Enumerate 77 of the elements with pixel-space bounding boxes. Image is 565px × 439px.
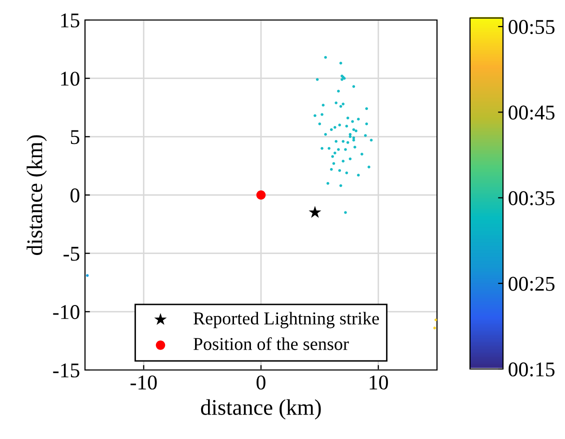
y-tick-label: 10 <box>61 72 80 86</box>
point <box>320 113 324 116</box>
point <box>318 122 322 126</box>
color-bar-label: 00:25 <box>508 276 554 291</box>
point <box>332 162 336 165</box>
y-tick-label: 15 <box>61 13 80 28</box>
point <box>348 132 352 136</box>
point <box>334 126 336 129</box>
point <box>339 104 342 108</box>
point <box>434 318 437 322</box>
point <box>351 120 354 123</box>
color-bar-label: 00:55 <box>508 20 554 34</box>
point <box>354 129 358 132</box>
x-tick-label: 10 <box>370 375 388 390</box>
point <box>348 157 352 160</box>
point <box>352 136 356 140</box>
color-bar-label: 00:45 <box>508 106 554 120</box>
point <box>338 124 342 126</box>
point <box>331 155 334 158</box>
point <box>356 118 360 121</box>
point <box>344 148 347 151</box>
x-tick-label: -10 <box>130 375 157 390</box>
point <box>353 146 356 149</box>
point <box>352 85 356 88</box>
color-bar-label: 00:35 <box>508 191 554 206</box>
y-tick-label: 0 <box>70 188 80 202</box>
point <box>345 171 348 174</box>
point <box>346 141 350 144</box>
point <box>342 140 345 143</box>
point <box>324 132 327 136</box>
y-tick-label: -5 <box>64 246 80 261</box>
y-axis-title: distance (km) <box>26 135 47 255</box>
point <box>328 146 330 150</box>
x-tick-label: 0 <box>256 375 266 390</box>
point <box>345 124 348 128</box>
point <box>314 114 316 118</box>
point <box>316 78 319 81</box>
point <box>344 211 347 214</box>
point <box>342 160 345 163</box>
point <box>352 128 356 132</box>
color-bar-label: 00:15 <box>508 362 554 377</box>
point <box>256 190 266 200</box>
point <box>342 102 345 106</box>
y-tick-label: 5 <box>70 130 80 144</box>
point <box>356 174 360 177</box>
point <box>339 184 342 188</box>
point <box>433 326 436 330</box>
point <box>308 206 322 218</box>
point <box>330 128 333 132</box>
point <box>360 152 364 156</box>
point <box>340 78 344 81</box>
point <box>320 146 324 150</box>
point <box>326 182 330 185</box>
y-tick-label: -15 <box>53 363 80 378</box>
point <box>339 62 342 65</box>
point <box>338 169 342 172</box>
point <box>324 56 327 59</box>
y-tick-label: -10 <box>53 305 80 320</box>
point <box>337 148 340 151</box>
point <box>334 140 338 143</box>
point <box>86 274 89 277</box>
point <box>365 122 368 126</box>
legend-label: Position of the sensor <box>194 337 349 350</box>
point <box>334 152 336 154</box>
point <box>368 166 370 168</box>
point <box>346 116 350 120</box>
x-axis-title: distance (km) <box>201 399 321 420</box>
point <box>334 101 338 104</box>
legend-label: Reported Lightning strike <box>194 312 379 328</box>
point <box>365 107 368 110</box>
point <box>348 135 352 138</box>
point <box>322 104 325 107</box>
point <box>370 138 373 142</box>
point <box>337 90 340 93</box>
point <box>352 138 356 142</box>
point <box>364 134 367 137</box>
point <box>330 168 333 171</box>
